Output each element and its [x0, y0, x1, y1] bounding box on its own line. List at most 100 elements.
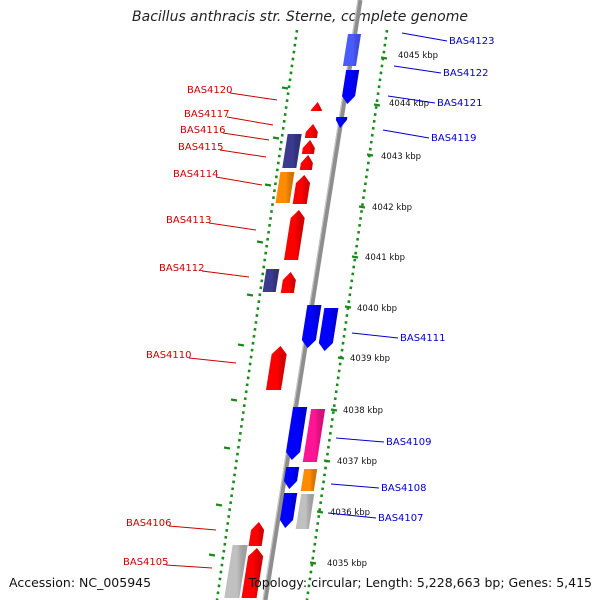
- gene-BAS4109-a[interactable]: [286, 407, 308, 460]
- gene-label-BAS4114[interactable]: BAS4114: [173, 169, 263, 186]
- svg-text:BAS4115: BAS4115: [178, 142, 224, 153]
- gene-BAS4111-b[interactable]: [318, 308, 339, 351]
- tick-mark: [208, 553, 216, 557]
- gene-label-BAS4111[interactable]: BAS4111: [351, 332, 446, 344]
- gene-BAS4114-b[interactable]: [292, 175, 311, 204]
- gene-BAS4109-b[interactable]: [302, 409, 326, 462]
- gene-BAS4123[interactable]: [342, 34, 362, 66]
- gene-label-BAS4105[interactable]: BAS4105: [123, 557, 213, 569]
- gene-label-BAS4108[interactable]: BAS4108: [330, 483, 427, 494]
- gene-label-BAS4117[interactable]: BAS4117: [184, 109, 274, 126]
- svg-text:BAS4111: BAS4111: [400, 333, 446, 344]
- tick-mark: [246, 293, 254, 297]
- tick-mark: [373, 103, 381, 107]
- right-dotted-track: [305, 29, 389, 600]
- tick-mark: [351, 255, 359, 259]
- gene-BAS4108-a[interactable]: [284, 467, 300, 489]
- svg-text:BAS4122: BAS4122: [443, 68, 489, 79]
- gene-label-BAS4122[interactable]: BAS4122: [393, 65, 489, 79]
- tick-mark: [264, 183, 272, 187]
- kbp-label: 4039 kbp: [350, 354, 390, 364]
- gene-BAS4119[interactable]: [335, 117, 348, 128]
- svg-text:BAS4108: BAS4108: [381, 483, 427, 494]
- kbp-label: 4044 kbp: [389, 99, 429, 109]
- gene-BAS4115-a[interactable]: [301, 140, 315, 154]
- tick-mark: [230, 398, 238, 402]
- gene-label-BAS4112[interactable]: BAS4112: [159, 263, 250, 278]
- topology-label: Topology: circular; Length: 5,228,663 bp…: [248, 575, 592, 590]
- svg-text:BAS4109: BAS4109: [386, 437, 432, 448]
- kbp-label: 4045 kbp: [398, 51, 438, 61]
- tick-mark: [281, 86, 289, 90]
- tick-mark: [380, 56, 388, 60]
- gene-BAS4122[interactable]: [342, 70, 360, 104]
- gene-BAS4110[interactable]: [266, 346, 287, 390]
- tick-mark: [323, 459, 331, 463]
- svg-text:BAS4107: BAS4107: [378, 513, 424, 524]
- tick-mark: [330, 408, 338, 412]
- svg-text:BAS4117: BAS4117: [184, 109, 230, 120]
- tick-mark: [256, 240, 264, 244]
- gene-BAS4105-a[interactable]: [224, 545, 248, 598]
- genome-backbone: [262, 0, 363, 600]
- kbp-label: 4038 kbp: [343, 406, 383, 416]
- gene-BAS4108-b[interactable]: [300, 469, 318, 491]
- svg-text:BAS4113: BAS4113: [166, 215, 212, 226]
- kbp-label: 4035 kbp: [327, 559, 367, 569]
- kbp-label: 4043 kbp: [381, 152, 421, 162]
- tick-mark: [316, 510, 324, 514]
- kbp-label: 4037 kbp: [337, 457, 377, 467]
- genome-title: Bacillus anthracis str. Sterne, complete…: [132, 9, 468, 25]
- accession-label: Accession: NC_005945: [9, 575, 152, 590]
- svg-text:BAS4121: BAS4121: [437, 98, 483, 109]
- gene-BAS4111-a[interactable]: [301, 305, 322, 348]
- svg-text:BAS4110: BAS4110: [146, 350, 192, 361]
- tick-mark: [272, 136, 280, 140]
- svg-text:BAS4123: BAS4123: [449, 36, 495, 47]
- gene-label-BAS4121[interactable]: BAS4121: [387, 95, 483, 109]
- kbp-label: 4042 kbp: [372, 203, 412, 213]
- tick-mark: [366, 153, 374, 157]
- kbp-label: 4041 kbp: [365, 253, 405, 263]
- svg-text:BAS4116: BAS4116: [180, 125, 226, 136]
- tick-mark: [358, 205, 366, 209]
- tick-mark: [344, 305, 352, 309]
- svg-text:BAS4105: BAS4105: [123, 557, 169, 568]
- gene-BAS4107-b[interactable]: [295, 494, 315, 529]
- gene-BAS4120[interactable]: [310, 102, 322, 111]
- gene-BAS4107-a[interactable]: [279, 493, 298, 528]
- kbp-label: 4036 kbp: [330, 508, 370, 518]
- tick-mark: [237, 343, 245, 347]
- kbp-label: 4040 kbp: [357, 304, 397, 314]
- gene-BAS4116[interactable]: [282, 134, 302, 168]
- gene-BAS4106[interactable]: [248, 522, 265, 546]
- svg-text:BAS4119: BAS4119: [431, 133, 477, 144]
- gene-BAS4115-b[interactable]: [299, 155, 313, 170]
- gene-label-BAS4106[interactable]: BAS4106: [126, 518, 217, 531]
- gene-label-BAS4110[interactable]: BAS4110: [146, 350, 237, 364]
- gene-BAS4112-b[interactable]: [280, 272, 296, 293]
- gene-label-BAS4113[interactable]: BAS4113: [166, 215, 257, 231]
- svg-text:BAS4114: BAS4114: [173, 169, 219, 180]
- svg-text:BAS4120: BAS4120: [187, 85, 233, 96]
- gene-BAS4105-b[interactable]: [241, 548, 264, 598]
- gene-BAS4117[interactable]: [304, 124, 318, 138]
- gene-BAS4114-a[interactable]: [275, 172, 295, 203]
- gene-label-BAS4116[interactable]: BAS4116: [180, 125, 270, 141]
- svg-text:BAS4106: BAS4106: [126, 518, 172, 529]
- gene-label-BAS4119[interactable]: BAS4119: [382, 129, 477, 144]
- tick-mark: [215, 503, 223, 507]
- tick-mark: [223, 446, 231, 450]
- gene-label-BAS4123[interactable]: BAS4123: [401, 32, 495, 47]
- gene-label-BAS4120[interactable]: BAS4120: [187, 85, 278, 101]
- gene-BAS4113[interactable]: [284, 210, 305, 260]
- svg-text:BAS4112: BAS4112: [159, 263, 205, 274]
- left-dotted-track: [215, 29, 299, 600]
- gene-label-BAS4109[interactable]: BAS4109: [335, 437, 432, 448]
- gene-BAS4112-a[interactable]: [262, 269, 280, 292]
- gene-label-BAS4107[interactable]: BAS4107: [327, 512, 424, 524]
- gene-label-BAS4115[interactable]: BAS4115: [178, 142, 267, 158]
- tick-mark: [309, 561, 317, 565]
- tick-mark: [337, 356, 345, 360]
